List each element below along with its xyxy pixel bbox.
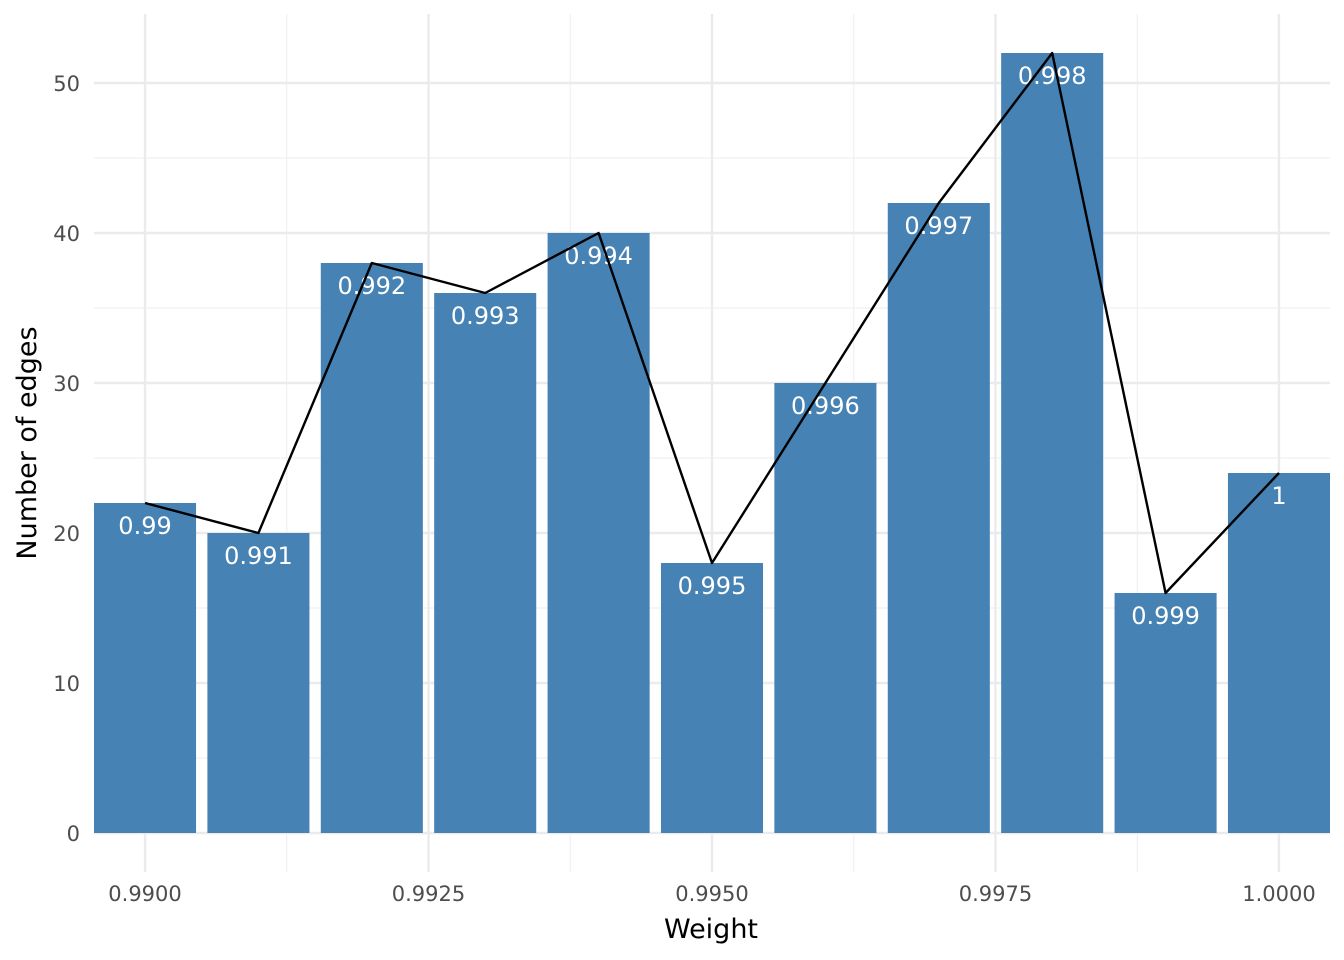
y-tick-label: 10 xyxy=(53,672,80,696)
bar xyxy=(1227,473,1330,833)
bar xyxy=(320,263,423,833)
bar xyxy=(774,383,877,833)
bar-labels: 0.99 0.991 0.992 0.993 0.994 0.995 0.996 0.997 0… xyxy=(118,62,1286,630)
bar xyxy=(1114,593,1217,833)
bar-value-label: 0.992 xyxy=(337,272,406,300)
x-tick-label: 0.9950 xyxy=(675,882,748,906)
x-tick-label: 0.9925 xyxy=(392,882,465,906)
x-axis-ticks: 0.9900 0.9925 0.9950 0.9975 1.0000 xyxy=(108,882,1315,906)
x-axis-title: Weight xyxy=(664,914,758,945)
y-tick-label: 50 xyxy=(53,72,80,96)
bar xyxy=(207,533,310,833)
bar xyxy=(887,203,990,833)
trend-line xyxy=(144,51,1280,595)
bar-value-label: 0.995 xyxy=(678,572,747,600)
bar-value-label: 0.99 xyxy=(118,512,171,540)
y-tick-label: 30 xyxy=(53,372,80,396)
bar xyxy=(660,563,764,833)
y-axis-ticks: 0 10 20 30 40 50 xyxy=(53,72,80,846)
bar-value-label: 0.991 xyxy=(224,542,293,570)
x-tick-label: 0.9900 xyxy=(108,882,181,906)
y-tick-label: 0 xyxy=(67,822,80,846)
bar-value-label: 0.998 xyxy=(1018,62,1087,90)
bar-value-label: 0.996 xyxy=(791,392,860,420)
bar xyxy=(94,503,197,833)
bar xyxy=(547,233,650,833)
y-axis-title: Number of edges xyxy=(12,326,43,559)
bar xyxy=(434,293,537,833)
bar-value-label: 0.999 xyxy=(1131,602,1200,630)
y-tick-label: 40 xyxy=(53,222,80,246)
y-tick-label: 20 xyxy=(53,522,80,546)
bar-value-label: 0.994 xyxy=(564,242,633,270)
trend-line-layer xyxy=(144,51,1280,595)
bar-value-label: 0.993 xyxy=(451,302,520,330)
bars xyxy=(94,53,1330,833)
x-tick-label: 0.9975 xyxy=(959,882,1032,906)
x-tick-label: 1.0000 xyxy=(1242,882,1315,906)
bar-value-label: 0.997 xyxy=(904,212,973,240)
bar-value-label: 1 xyxy=(1271,482,1286,510)
bar xyxy=(1001,53,1104,833)
